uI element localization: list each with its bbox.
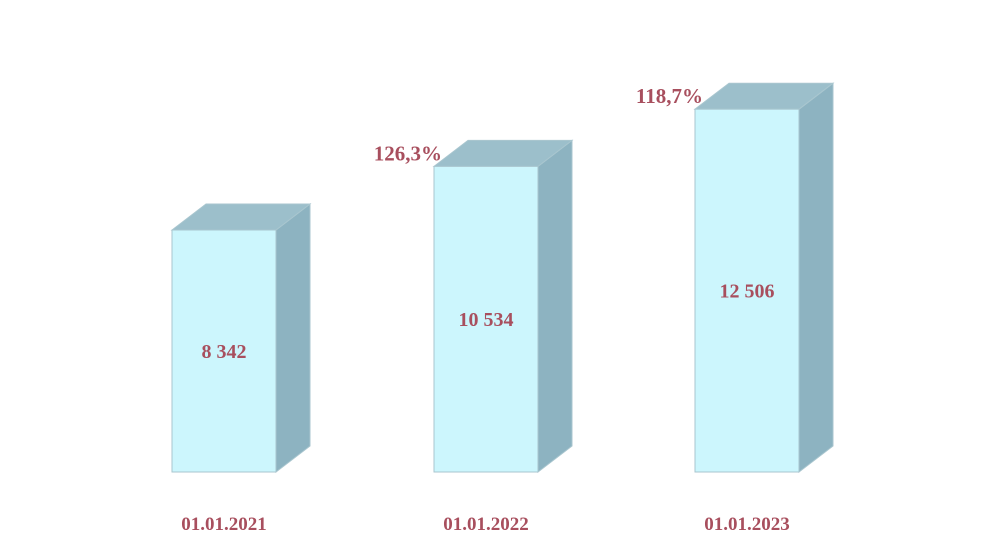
data-label-growth: 126,3% (374, 141, 442, 165)
bars-layer (170, 82, 835, 474)
data-label-value: 8 342 (202, 341, 247, 363)
data-label-growth: 118,7% (636, 84, 703, 108)
bar-front-face (171, 229, 277, 473)
bar-side-face (275, 202, 311, 474)
bar-2 (432, 139, 574, 474)
data-label-value: 10 534 (459, 309, 514, 331)
bar-1 (170, 202, 312, 474)
category-label: 01.01.2023 (704, 514, 790, 535)
category-label: 01.01.2021 (181, 514, 267, 535)
labels-layer: 8 342 01.01.2021 10 534 126,3% 01.01.2022 12 … (181, 84, 790, 535)
bar-3 (693, 82, 835, 474)
bar-side-face (798, 82, 834, 474)
bar-front-face (433, 165, 539, 473)
data-label-value: 12 506 (720, 281, 775, 303)
category-label: 01.01.2022 (443, 514, 529, 535)
bar-front-face (694, 108, 800, 473)
bar-side-face (537, 139, 573, 474)
